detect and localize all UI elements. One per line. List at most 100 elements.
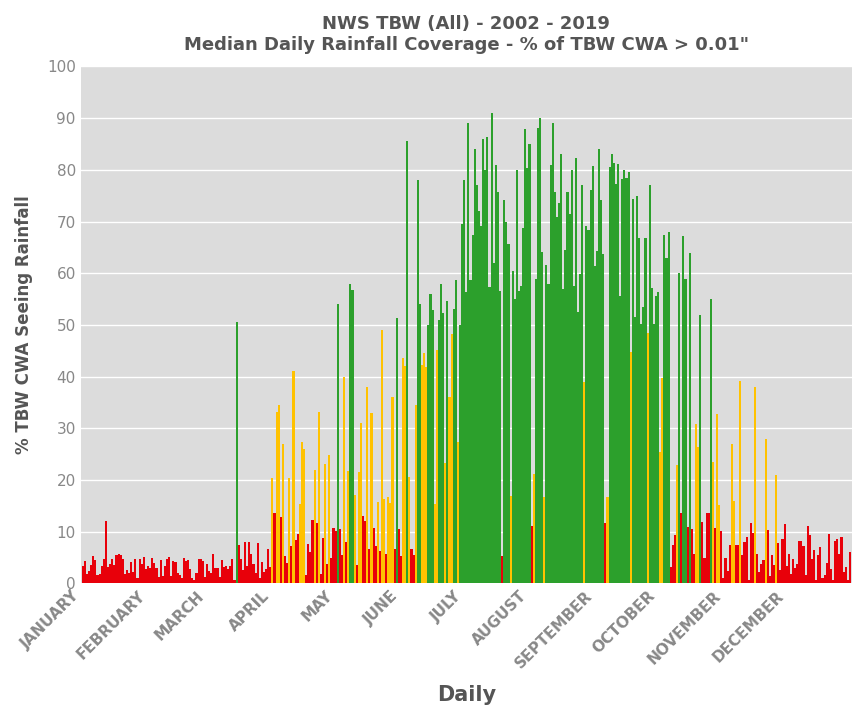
Bar	[320, 574, 322, 583]
Bar	[151, 558, 153, 583]
Bar	[600, 200, 603, 583]
Bar	[133, 572, 134, 583]
Bar	[440, 284, 442, 583]
Title: NWS TBW (All) - 2002 - 2019
Median Daily Rainfall Coverage - % of TBW CWA > 0.01: NWS TBW (All) - 2002 - 2019 Median Daily…	[184, 15, 749, 54]
Bar	[771, 555, 773, 583]
Bar	[699, 315, 701, 583]
Bar	[206, 564, 208, 583]
Bar	[799, 541, 800, 583]
Bar	[615, 184, 617, 583]
Bar	[109, 564, 111, 583]
Bar	[722, 577, 725, 583]
Bar	[607, 498, 609, 583]
Bar	[111, 559, 114, 583]
Bar	[305, 575, 307, 583]
Bar	[718, 505, 720, 583]
Bar	[467, 123, 469, 583]
Bar	[714, 528, 716, 583]
Bar	[759, 572, 760, 583]
Bar	[583, 382, 585, 583]
Bar	[603, 253, 604, 583]
Bar	[147, 566, 149, 583]
Bar	[647, 333, 649, 583]
Bar	[575, 158, 577, 583]
Bar	[96, 575, 99, 583]
Bar	[824, 575, 825, 583]
Bar	[432, 310, 434, 583]
Bar	[120, 554, 121, 583]
Bar	[562, 289, 564, 583]
Bar	[170, 575, 173, 583]
Bar	[229, 566, 231, 583]
Bar	[362, 516, 364, 583]
Bar	[735, 545, 737, 583]
Bar	[423, 354, 425, 583]
Bar	[744, 542, 746, 583]
Bar	[158, 577, 160, 583]
Bar	[697, 447, 699, 583]
Bar	[733, 500, 735, 583]
Bar	[560, 154, 562, 583]
Bar	[573, 286, 575, 583]
Bar	[143, 557, 145, 583]
Bar	[251, 554, 252, 583]
Bar	[240, 559, 242, 583]
Bar	[427, 325, 429, 583]
Bar	[678, 273, 681, 583]
Bar	[84, 561, 86, 583]
Bar	[140, 564, 143, 583]
Bar	[788, 554, 790, 583]
Bar	[623, 170, 625, 583]
Bar	[404, 366, 407, 583]
Bar	[480, 227, 482, 583]
Bar	[535, 279, 537, 583]
Bar	[438, 320, 440, 583]
Bar	[214, 568, 217, 583]
Bar	[843, 572, 844, 583]
Bar	[121, 559, 124, 583]
Bar	[577, 312, 579, 583]
Bar	[737, 545, 740, 583]
Bar	[503, 200, 505, 583]
Bar	[202, 561, 204, 583]
Bar	[115, 555, 118, 583]
Bar	[105, 521, 107, 583]
Bar	[803, 546, 805, 583]
Bar	[472, 235, 473, 583]
Bar	[330, 558, 332, 583]
Bar	[604, 523, 607, 583]
Bar	[544, 498, 545, 583]
Bar	[231, 559, 233, 583]
Bar	[354, 495, 355, 583]
Bar	[727, 572, 728, 583]
Bar	[335, 531, 336, 583]
Bar	[610, 154, 613, 583]
Bar	[628, 171, 629, 583]
Bar	[693, 554, 695, 583]
Bar	[343, 377, 345, 583]
Bar	[436, 351, 438, 583]
Bar	[233, 580, 236, 583]
Bar	[414, 405, 417, 583]
Bar	[551, 122, 554, 583]
Bar	[636, 196, 638, 583]
Bar	[185, 562, 187, 583]
Bar	[90, 564, 92, 583]
Bar	[92, 556, 95, 583]
Bar	[341, 555, 343, 583]
Bar	[282, 444, 284, 583]
Bar	[457, 442, 459, 583]
Bar	[225, 566, 227, 583]
Bar	[539, 118, 541, 583]
Bar	[136, 577, 139, 583]
Bar	[844, 567, 847, 583]
Bar	[520, 286, 522, 583]
Bar	[838, 554, 840, 583]
Bar	[301, 442, 303, 583]
Bar	[779, 570, 781, 583]
Bar	[277, 405, 280, 583]
Bar	[666, 258, 668, 583]
Bar	[180, 577, 183, 583]
Bar	[195, 573, 198, 583]
Bar	[674, 535, 676, 583]
